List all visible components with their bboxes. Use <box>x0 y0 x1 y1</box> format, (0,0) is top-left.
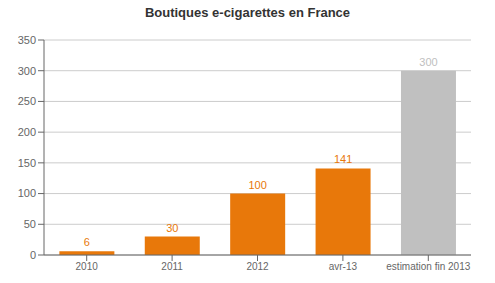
svg-text:avr-13: avr-13 <box>329 261 358 272</box>
svg-text:300: 300 <box>18 65 36 77</box>
svg-text:100: 100 <box>248 179 266 191</box>
svg-text:100: 100 <box>18 187 36 199</box>
svg-text:200: 200 <box>18 126 36 138</box>
svg-text:150: 150 <box>18 157 36 169</box>
svg-text:250: 250 <box>18 95 36 107</box>
svg-text:0: 0 <box>30 249 36 261</box>
svg-text:2010: 2010 <box>76 261 99 272</box>
svg-text:350: 350 <box>18 34 36 46</box>
svg-text:30: 30 <box>166 222 178 234</box>
svg-text:2011: 2011 <box>161 261 183 272</box>
svg-text:50: 50 <box>24 218 36 230</box>
svg-text:300: 300 <box>419 56 437 68</box>
svg-text:141: 141 <box>334 153 352 165</box>
svg-text:estimation fin 2013: estimation fin 2013 <box>386 261 470 272</box>
html-text:Boutiques e-cigarettes en Fran: Boutiques e-cigarettes en France <box>144 5 351 20</box>
svg-text:6: 6 <box>84 236 90 248</box>
svg-text:2012: 2012 <box>246 261 269 272</box>
